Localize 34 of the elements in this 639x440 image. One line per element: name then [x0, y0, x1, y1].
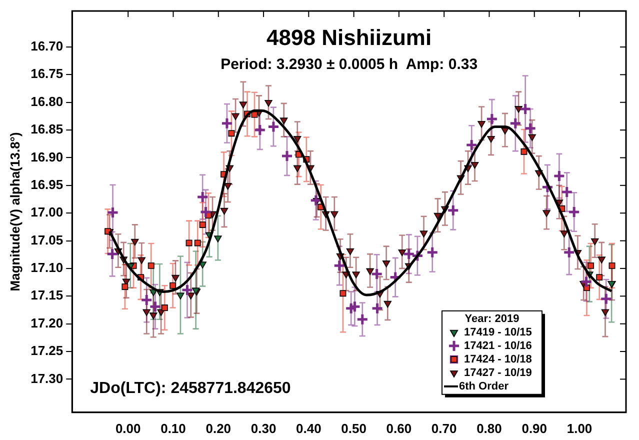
y-tick-label: 17.05: [30, 232, 64, 248]
legend-label: 17421 - 10/16: [464, 340, 532, 352]
y-tick-label: 16.70: [30, 38, 64, 54]
legend-title: Year: 2019: [464, 312, 520, 325]
text: 4898 Nishiizumi: [266, 25, 432, 50]
y-tick-label: 17.20: [30, 315, 64, 330]
legend-label: 17424 - 10/18: [464, 353, 532, 366]
y-tick-label: 17.15: [30, 288, 64, 303]
x-tick-label: 1.00: [566, 420, 592, 436]
y-axis-title: Magnitude(V) alpha(13.8°): [7, 132, 22, 292]
y-tick-label: 17.00: [30, 204, 64, 220]
x-tick-label: 0.60: [386, 420, 412, 436]
text: Period: 3.2930 ± 0.0005 h Amp: 0.33: [220, 56, 478, 74]
legend-label: 17419 - 10/15: [464, 326, 532, 338]
y-tick-label: 17.10: [30, 260, 64, 276]
x-tick-label: 0.10: [160, 420, 186, 436]
annotation: JDo(LTC): 2458771.842650: [90, 380, 291, 397]
legend-label: 6th Order: [459, 380, 510, 392]
x-tick-label: 0.20: [206, 420, 232, 436]
x-tick-label: 0.50: [341, 420, 366, 436]
x-tick-label: 0.00: [115, 420, 141, 436]
y-tick-label: 17.25: [30, 343, 64, 358]
y-tick-label: 16.75: [30, 66, 64, 82]
legend-label: 17427 - 10/19: [464, 366, 532, 379]
x-tick-label: 0.90: [522, 420, 548, 436]
y-tick-label: 16.80: [30, 94, 64, 109]
y-tick-label: 17.30: [30, 370, 64, 386]
y-tick-label: 16.90: [30, 149, 64, 164]
x-tick-label: 0.70: [431, 420, 457, 436]
x-tick-label: 0.40: [296, 420, 322, 436]
x-tick-label: 0.30: [250, 420, 276, 436]
y-tick-label: 16.95: [30, 176, 64, 192]
x-tick-label: 0.80: [476, 420, 502, 436]
y-tick-label: 16.85: [30, 122, 64, 137]
